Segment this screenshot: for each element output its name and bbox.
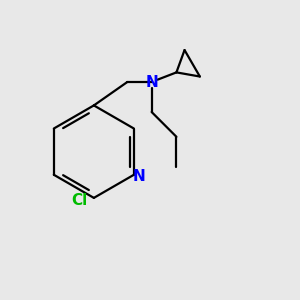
- Text: Cl: Cl: [71, 193, 87, 208]
- Text: N: N: [145, 75, 158, 90]
- Text: N: N: [133, 169, 145, 184]
